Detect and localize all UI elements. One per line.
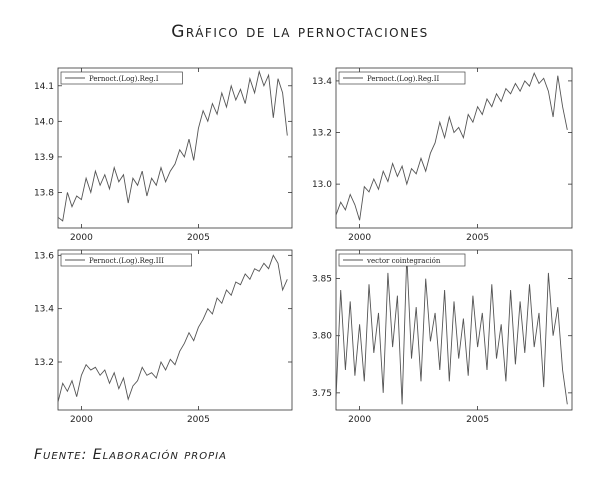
series-line xyxy=(57,254,288,403)
source-note: Fuente: Elaboración propia xyxy=(34,447,227,463)
x-tick-label: 2000 xyxy=(348,415,371,425)
chart-panel-1: 13.8 13.9 14.0 14.1 2000 2005 Pernoct.(Log).Re… xyxy=(34,67,293,243)
y-tick-label: 3.80 xyxy=(312,332,332,342)
y-tick-label: 13.9 xyxy=(34,153,54,163)
x-tick-label: 2005 xyxy=(187,233,210,243)
legend-label: Pernoct.(Log).Reg.II xyxy=(367,75,439,83)
chart-panel-4: 3.75 3.80 3.85 2000 2005 vector cointegración xyxy=(312,249,573,425)
x-tick-label: 2000 xyxy=(70,233,93,243)
y-tick-label: 13.2 xyxy=(34,358,54,368)
figure-title: Gráfico de la pernoctaciones xyxy=(171,22,429,42)
x-tick-label: 2005 xyxy=(187,415,210,425)
plot-frame xyxy=(335,249,573,411)
legend-label: Pernoct.(Log).Reg.III xyxy=(89,257,164,265)
series-line xyxy=(57,69,288,222)
legend-label: vector cointegración xyxy=(366,257,441,265)
legend-box xyxy=(60,71,183,85)
plot-frame xyxy=(57,67,293,229)
chart-panel-3: 13.2 13.4 13.6 2000 2005 Pernoct.(Log).Reg.II… xyxy=(34,249,293,425)
chart-panel-2: 13.0 13.2 13.4 2000 2005 Pernoct.(Log).Reg.II xyxy=(312,67,573,243)
y-tick-label: 13.0 xyxy=(312,180,332,190)
y-tick-label: 14.1 xyxy=(34,82,54,92)
y-tick-label: 3.75 xyxy=(312,389,332,399)
y-tick-label: 14.0 xyxy=(34,117,54,127)
plot-frame xyxy=(335,67,573,229)
y-tick-label: 13.8 xyxy=(34,188,54,198)
y-tick-label: 3.85 xyxy=(312,275,332,285)
series-line xyxy=(335,72,568,221)
series-line xyxy=(335,255,568,405)
legend-box xyxy=(60,253,192,267)
y-tick-label: 13.6 xyxy=(34,251,54,261)
y-tick-label: 13.2 xyxy=(312,129,332,139)
plot-frame xyxy=(57,249,293,411)
x-tick-label: 2005 xyxy=(466,415,489,425)
x-tick-label: 2005 xyxy=(466,233,489,243)
legend-box xyxy=(338,71,466,85)
y-tick-label: 13.4 xyxy=(312,77,332,87)
legend-box xyxy=(338,253,466,267)
x-tick-label: 2000 xyxy=(348,233,371,243)
x-tick-label: 2000 xyxy=(70,415,93,425)
legend-label: Pernoct.(Log).Reg.I xyxy=(89,75,159,83)
y-tick-label: 13.4 xyxy=(34,305,54,315)
